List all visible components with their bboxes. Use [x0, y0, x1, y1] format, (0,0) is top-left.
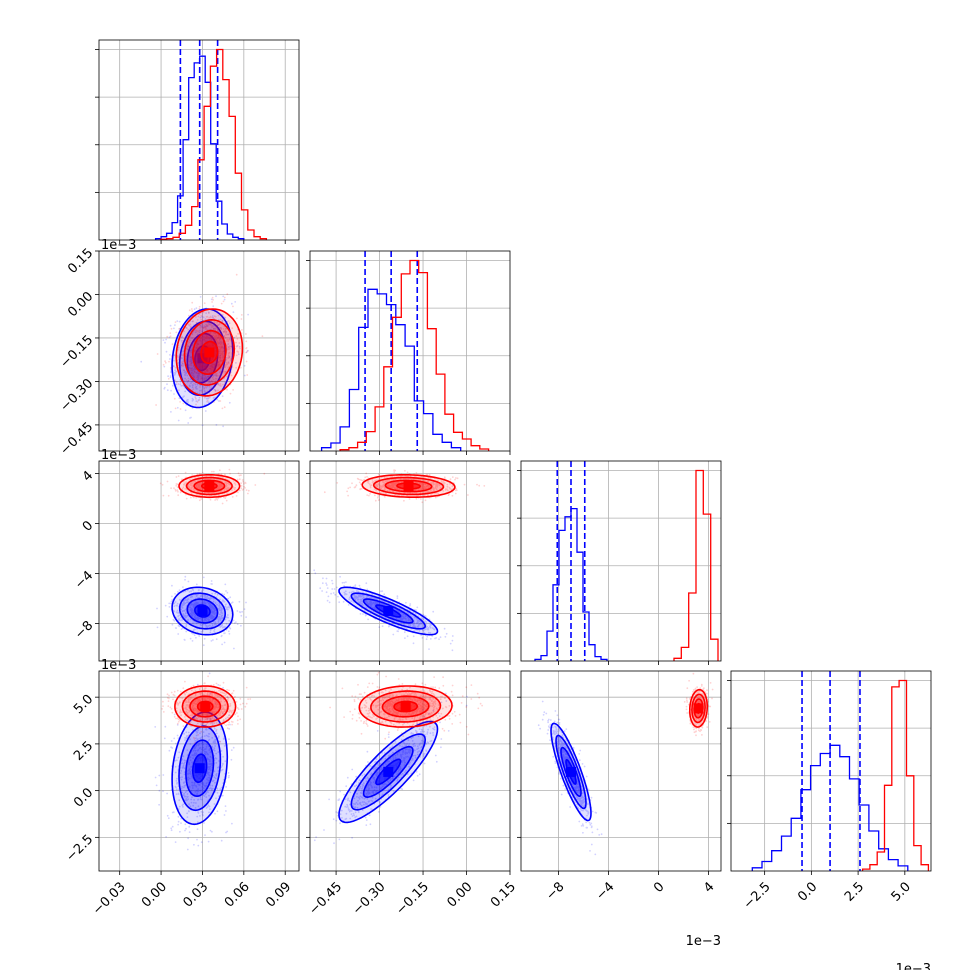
density-peak: [383, 766, 394, 777]
panel-1-1: [306, 250, 511, 455]
panel-content: [521, 671, 721, 871]
x-tick-label: 0.0: [795, 879, 820, 904]
panel-content: [731, 671, 931, 871]
panel-0-0: [95, 39, 300, 244]
panel-frame: [309, 250, 511, 452]
density-peak: [204, 481, 215, 491]
y-offset-text: 1e−3: [101, 448, 136, 463]
x-tick-label: 0.00: [444, 879, 475, 910]
panel-frame: [98, 670, 300, 872]
x-tick-label: −8: [543, 879, 567, 903]
panel-3-3: −2.5 0.0 2.5 5.0: [727, 670, 932, 912]
panel-content: [310, 461, 510, 661]
histogram-series-1: [673, 469, 719, 661]
histogram-series-1: [159, 48, 268, 240]
x-tick-label: −4: [593, 879, 617, 903]
y-tick-label: 0: [80, 518, 96, 534]
panel-content: [310, 671, 510, 871]
panel-1-0: −0.45 −0.30 −0.15 0.00 0.15: [58, 246, 300, 459]
x-tick-label: −0.30: [350, 879, 389, 918]
panel-2-1: [306, 460, 511, 665]
x-offset-text: 1e−3: [686, 934, 721, 949]
y-tick-label: −0.30: [58, 376, 97, 415]
panel-content: [521, 461, 721, 661]
y-tick-label: −0.45: [58, 420, 97, 459]
x-tick-label: 0.00: [139, 879, 170, 910]
y-tick-label: −8: [72, 618, 96, 642]
panel-frame: [98, 39, 300, 241]
density-peak: [566, 766, 576, 777]
density-peak: [194, 763, 205, 774]
x-tick-label: −0.45: [306, 879, 345, 918]
panel-frame: [98, 250, 300, 452]
x-tick-label: 0: [651, 879, 667, 895]
y-tick-label: 4: [80, 468, 96, 484]
x-tick-label: −0.15: [393, 879, 432, 918]
panel-content: [99, 40, 299, 240]
y-tick-label: 5.0: [71, 692, 96, 717]
density-peak: [200, 701, 211, 712]
histogram-series-1: [339, 259, 490, 451]
panel-frame: [309, 460, 511, 662]
panel-frame: [520, 670, 722, 872]
y-tick-label: −4: [72, 568, 96, 592]
x-tick-label: 5.0: [889, 879, 914, 904]
panel-content: [99, 671, 299, 871]
x-tick-label: 0.15: [488, 879, 519, 910]
panel-frame: [730, 670, 932, 872]
x-tick-label: −0.03: [90, 879, 129, 918]
panel-frame: [520, 460, 722, 662]
panel-content: [310, 251, 510, 451]
x-tick-label: 4: [701, 879, 717, 895]
panel-3-1: −0.45 −0.30 −0.15 0.00 0.15: [306, 670, 519, 918]
histogram-series-1: [861, 679, 930, 871]
y-offset-text: 1e−3: [101, 658, 136, 673]
density-peak: [403, 481, 414, 491]
density-peak: [383, 606, 394, 616]
density-peak: [693, 703, 704, 714]
density-peak: [197, 606, 208, 616]
panel-content: [99, 461, 299, 661]
x-tick-label: 0.06: [222, 879, 253, 910]
panel-frame: [98, 460, 300, 662]
y-tick-label: 0.15: [65, 246, 96, 277]
histogram-series-0: [534, 507, 608, 661]
y-tick-label: −2.5: [63, 832, 96, 865]
y-offset-text: 1e−3: [101, 238, 136, 253]
x-offset-text: 1e−3: [896, 962, 931, 970]
y-tick-label: 0.0: [71, 785, 96, 810]
panel-3-0: −2.5 0.0 2.5 5.0 −0.03 0.00 0.03 0.06 0.09: [63, 670, 300, 918]
histogram-series-0: [320, 288, 462, 451]
histogram-series-0: [751, 744, 909, 871]
x-tick-label: 0.03: [180, 879, 211, 910]
x-tick-label: 0.09: [263, 879, 294, 910]
panel-frame: [309, 670, 511, 872]
density-peak: [400, 701, 411, 712]
panel-3-2: −8 −4 0 4: [517, 670, 722, 904]
x-tick-label: 2.5: [842, 879, 867, 904]
density-peak: [204, 347, 215, 358]
x-tick-label: −2.5: [741, 879, 774, 912]
panel-2-2: [517, 460, 722, 665]
panel-2-0: −8 −4 0 4: [72, 460, 300, 665]
y-tick-label: −0.15: [58, 333, 97, 372]
y-tick-label: 2.5: [71, 739, 96, 764]
y-tick-label: 0.00: [65, 289, 96, 320]
panel-content: [99, 251, 299, 451]
